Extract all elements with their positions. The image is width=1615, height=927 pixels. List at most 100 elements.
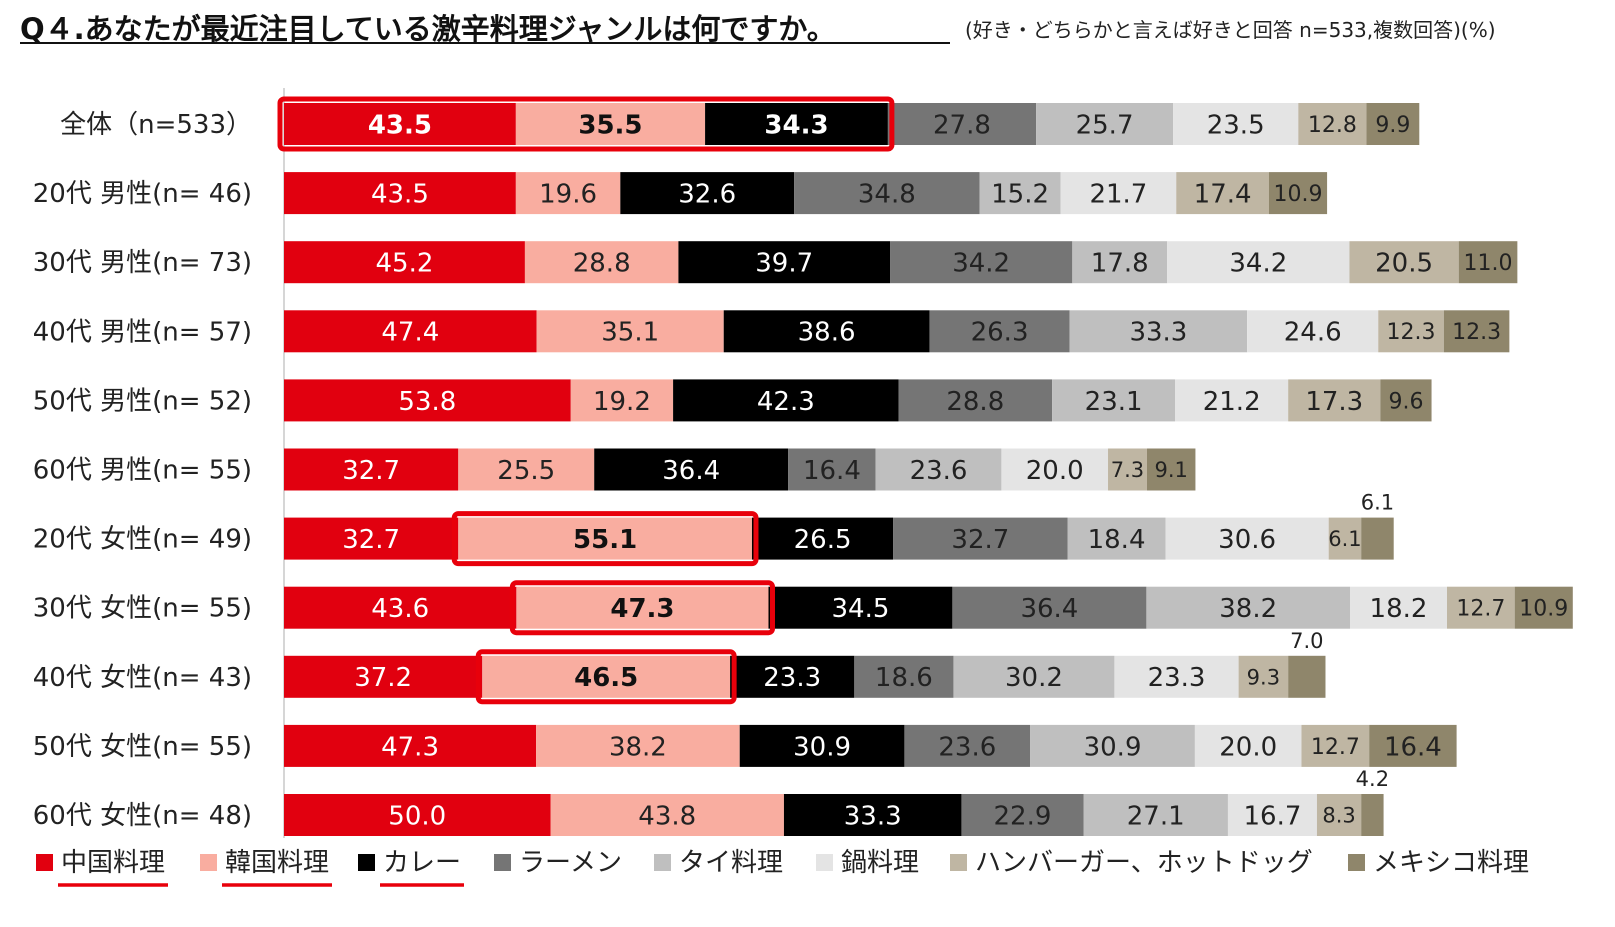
- data-label: 33.3: [1129, 318, 1187, 348]
- data-label: 20.0: [1026, 456, 1084, 486]
- bar-segment: [516, 586, 769, 629]
- bar-segment: [1514, 586, 1573, 629]
- data-label: 12.3: [1452, 320, 1501, 345]
- bar-segment: [1167, 241, 1350, 284]
- data-label: 36.4: [1020, 594, 1078, 624]
- data-label: 43.5: [371, 179, 429, 209]
- data-label: 6.1: [1328, 527, 1361, 551]
- bar-segment: [1238, 655, 1289, 698]
- bar-segment: [794, 172, 980, 215]
- data-label: 30.6: [1218, 525, 1276, 555]
- data-label: 45.2: [376, 249, 434, 279]
- data-label: 11.0: [1464, 251, 1513, 276]
- category-label: 20代 男性(n= 46): [33, 179, 252, 209]
- data-label: 16.7: [1244, 801, 1302, 831]
- data-label: 53.8: [398, 387, 456, 417]
- data-label: 17.4: [1194, 179, 1252, 209]
- bar-segment: [1361, 517, 1394, 560]
- data-label: 33.3: [844, 801, 902, 831]
- data-label: 23.3: [1148, 663, 1206, 693]
- data-label: 27.1: [1127, 801, 1185, 831]
- category-label: 60代 男性(n= 55): [33, 456, 252, 486]
- highlight-box: [475, 649, 737, 705]
- legend-swatch: [494, 854, 511, 871]
- legend-swatch: [950, 854, 967, 871]
- data-label: 34.8: [858, 179, 916, 209]
- data-label: 25.7: [1076, 110, 1134, 140]
- bar-segment: [1052, 379, 1176, 422]
- data-label: 21.7: [1089, 179, 1147, 209]
- data-label: 46.5: [574, 663, 638, 693]
- bar-segment: [1288, 379, 1381, 422]
- data-label: 43.5: [368, 110, 432, 140]
- legend-label: 鍋料理: [841, 848, 919, 878]
- chart-subtitle: (好き・どちらかと言えば好きと回答 n=533,複数回答)(%): [965, 18, 1496, 42]
- data-label: 38.6: [798, 318, 856, 348]
- legend-label: 韓国料理: [225, 848, 329, 878]
- bar-segment: [284, 655, 483, 698]
- bar-segment: [1268, 172, 1328, 215]
- data-label: 23.3: [763, 663, 821, 693]
- bar-segment: [515, 172, 621, 215]
- data-label: 16.4: [1384, 732, 1442, 762]
- bar-segment: [1146, 448, 1196, 491]
- data-label: 10.9: [1274, 182, 1323, 207]
- bar-segment: [788, 448, 876, 491]
- legend-label: メキシコ料理: [1373, 848, 1529, 878]
- bar-segment: [893, 517, 1068, 560]
- chart-title: Q４.あなたが最近注目している激辛料理ジャンルは何ですか。: [20, 12, 836, 46]
- bar-segment: [1146, 586, 1350, 629]
- bar-segment: [1173, 103, 1299, 145]
- bar-segment: [979, 172, 1061, 215]
- bar-segment: [536, 310, 724, 353]
- data-label: 12.3: [1387, 320, 1436, 345]
- category-label: 60代 女性(n= 48): [33, 801, 252, 831]
- legend-swatch: [1348, 854, 1365, 871]
- data-label: 47.4: [381, 318, 439, 348]
- data-label: 47.3: [610, 594, 674, 624]
- bar-segment: [929, 310, 1070, 353]
- category-label: 40代 男性(n= 57): [33, 317, 252, 347]
- data-label: 34.5: [831, 594, 889, 624]
- bar-segment: [890, 241, 1073, 284]
- data-label: 35.5: [578, 110, 642, 140]
- data-label: 25.5: [497, 456, 555, 486]
- data-label: 9.3: [1247, 665, 1280, 689]
- data-label: 38.2: [609, 732, 667, 762]
- data-label: 30.2: [1005, 663, 1063, 693]
- data-label: 20.5: [1375, 249, 1433, 279]
- bar-segment: [620, 172, 795, 215]
- bar-segment: [904, 724, 1031, 767]
- bar-segment: [1108, 448, 1147, 491]
- bar-segment: [594, 448, 789, 491]
- bar-segment: [1072, 241, 1168, 284]
- data-label: 12.7: [1311, 735, 1360, 760]
- highlight-box: [451, 511, 759, 567]
- data-label: 38.2: [1219, 594, 1277, 624]
- bar-segment: [1114, 655, 1239, 698]
- data-label: 28.8: [946, 387, 1004, 417]
- bar-segment: [1247, 310, 1379, 353]
- data-label: 16.4: [803, 456, 861, 486]
- data-label: 12.7: [1456, 597, 1505, 622]
- bar-segment: [1366, 103, 1420, 145]
- category-label: 全体（n=533）: [60, 110, 252, 140]
- legend-label: ハンバーガー、ホットドッグ: [975, 848, 1313, 878]
- data-label: 22.9: [994, 801, 1052, 831]
- data-label: 23.1: [1085, 387, 1143, 417]
- bar-segment: [898, 379, 1053, 422]
- bar-segment: [1083, 794, 1228, 836]
- bar-segment: [1328, 517, 1362, 560]
- bar-segment: [783, 794, 962, 836]
- bar-segment: [1447, 586, 1515, 629]
- bar-segment: [1361, 794, 1384, 836]
- bar-segment: [1369, 724, 1457, 767]
- data-label: 34.3: [764, 110, 828, 140]
- legend-swatch: [654, 854, 671, 871]
- data-label: 37.2: [354, 663, 412, 693]
- bar-segment: [1067, 517, 1166, 560]
- bar-segment: [1227, 794, 1317, 836]
- bar-segment: [875, 448, 1002, 491]
- data-label: 18.2: [1370, 594, 1428, 624]
